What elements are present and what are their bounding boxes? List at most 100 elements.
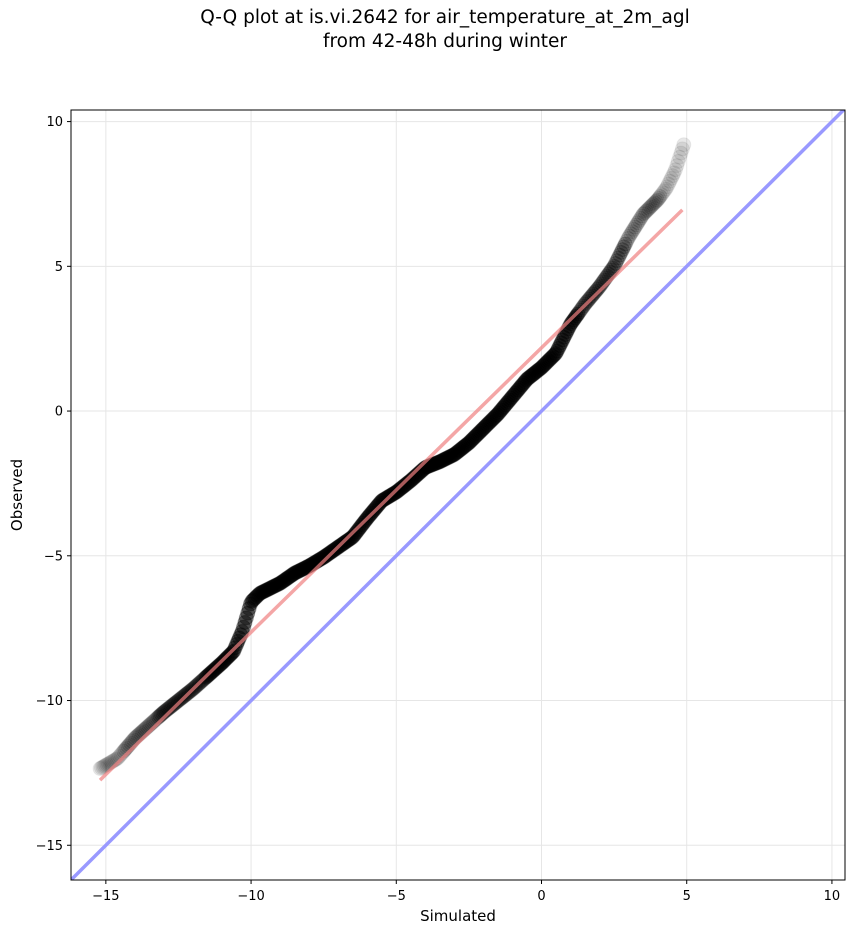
quantile-point: [439, 450, 455, 466]
quantile-point: [277, 572, 293, 588]
quantile-point: [627, 219, 643, 235]
quantile-point: [504, 389, 520, 405]
quantile-point: [656, 183, 672, 199]
quantile-point: [499, 395, 515, 411]
quantile-point: [276, 573, 292, 589]
quantile-point: [454, 440, 470, 456]
quantile-point: [534, 359, 550, 375]
quantile-point: [428, 455, 444, 471]
quantile-point: [518, 372, 534, 388]
quantile-point: [491, 405, 507, 421]
quantile-point: [623, 226, 639, 242]
quantile-point: [93, 760, 109, 776]
quantile-point: [280, 570, 296, 586]
quantile-point: [471, 425, 487, 441]
quantile-point: [507, 385, 523, 401]
quantile-point: [510, 382, 526, 398]
x-axis-label: Simulated: [420, 907, 496, 925]
quantile-point: [397, 477, 413, 493]
quantile-point: [447, 446, 463, 462]
quantile-point: [548, 346, 564, 362]
quantile-point: [546, 347, 562, 363]
quantile-point: [527, 365, 543, 381]
y-tick-label: 5: [55, 260, 63, 275]
quantile-point: [392, 481, 408, 497]
quantile-point: [270, 576, 286, 592]
quantile-point: [282, 569, 298, 585]
quantile-point: [649, 192, 665, 208]
quantile-point: [269, 577, 285, 593]
quantile-point: [162, 700, 178, 716]
quantile-point: [468, 428, 484, 444]
quantile-point: [495, 400, 511, 416]
quantile-point: [634, 208, 650, 224]
quantile-point: [513, 379, 529, 395]
quantile-point: [316, 549, 332, 565]
quantile-point: [497, 397, 513, 413]
quantile-point: [251, 586, 267, 602]
quantile-point: [318, 548, 334, 564]
quantile-point: [662, 173, 678, 189]
quantile-point: [167, 695, 183, 711]
quantile-point: [273, 575, 289, 591]
quantile-point: [457, 438, 473, 454]
quantile-point: [496, 399, 512, 415]
quantile-point: [564, 314, 580, 330]
quantile-point: [520, 371, 536, 387]
quantile-point: [542, 351, 558, 367]
quantile-point: [243, 596, 259, 612]
quantile-point: [236, 619, 252, 635]
quantile-point: [240, 605, 256, 621]
quantile-point: [340, 532, 356, 548]
y-tick-label: −5: [44, 549, 63, 564]
quantile-point: [446, 447, 462, 463]
quantile-point: [488, 408, 504, 424]
quantile-point: [259, 582, 275, 598]
quantile-point: [300, 559, 316, 575]
quantile-point: [450, 443, 466, 459]
quantile-point: [440, 449, 456, 465]
quantile-point: [262, 580, 278, 596]
quantile-point: [373, 493, 389, 509]
quantile-point: [514, 377, 530, 393]
quantile-point: [630, 215, 646, 231]
quantile-point: [461, 435, 477, 451]
quantile-point: [538, 355, 554, 371]
quantile-point: [470, 426, 486, 442]
quantile-point: [516, 375, 532, 391]
quantile-point: [451, 442, 467, 458]
quantile-point: [493, 402, 509, 418]
quantile-point: [475, 421, 491, 437]
quantile-point: [553, 335, 569, 351]
quantile-point: [613, 244, 629, 260]
quantile-point: [628, 217, 644, 233]
plot-frame: [70, 109, 846, 881]
quantile-point: [237, 614, 253, 630]
quantile-point: [605, 260, 621, 276]
quantile-point: [283, 568, 299, 584]
quantile-point: [654, 187, 670, 203]
quantile-point: [479, 416, 495, 432]
quantile-point: [286, 566, 302, 582]
quantile-point: [436, 452, 452, 468]
quantile-point: [506, 387, 522, 403]
quantile-point: [453, 441, 469, 457]
quantile-point: [588, 283, 604, 299]
quantile-point: [460, 436, 476, 452]
quantile-point: [449, 445, 465, 461]
quantile-point: [528, 364, 544, 380]
quantile-point: [492, 404, 508, 420]
quantile-point: [541, 352, 557, 368]
quantile-point: [394, 479, 410, 495]
quantile-point: [669, 158, 685, 174]
y-tick-label: −10: [36, 694, 63, 709]
quantile-point: [640, 202, 656, 218]
quantile-point: [566, 312, 582, 328]
quantile-point: [666, 165, 682, 181]
quantile-point: [348, 524, 364, 540]
quantile-point: [624, 224, 640, 240]
quantile-point: [644, 198, 660, 214]
quantile-point: [637, 205, 653, 221]
quantile-point: [648, 193, 664, 209]
quantile-point: [608, 255, 624, 271]
